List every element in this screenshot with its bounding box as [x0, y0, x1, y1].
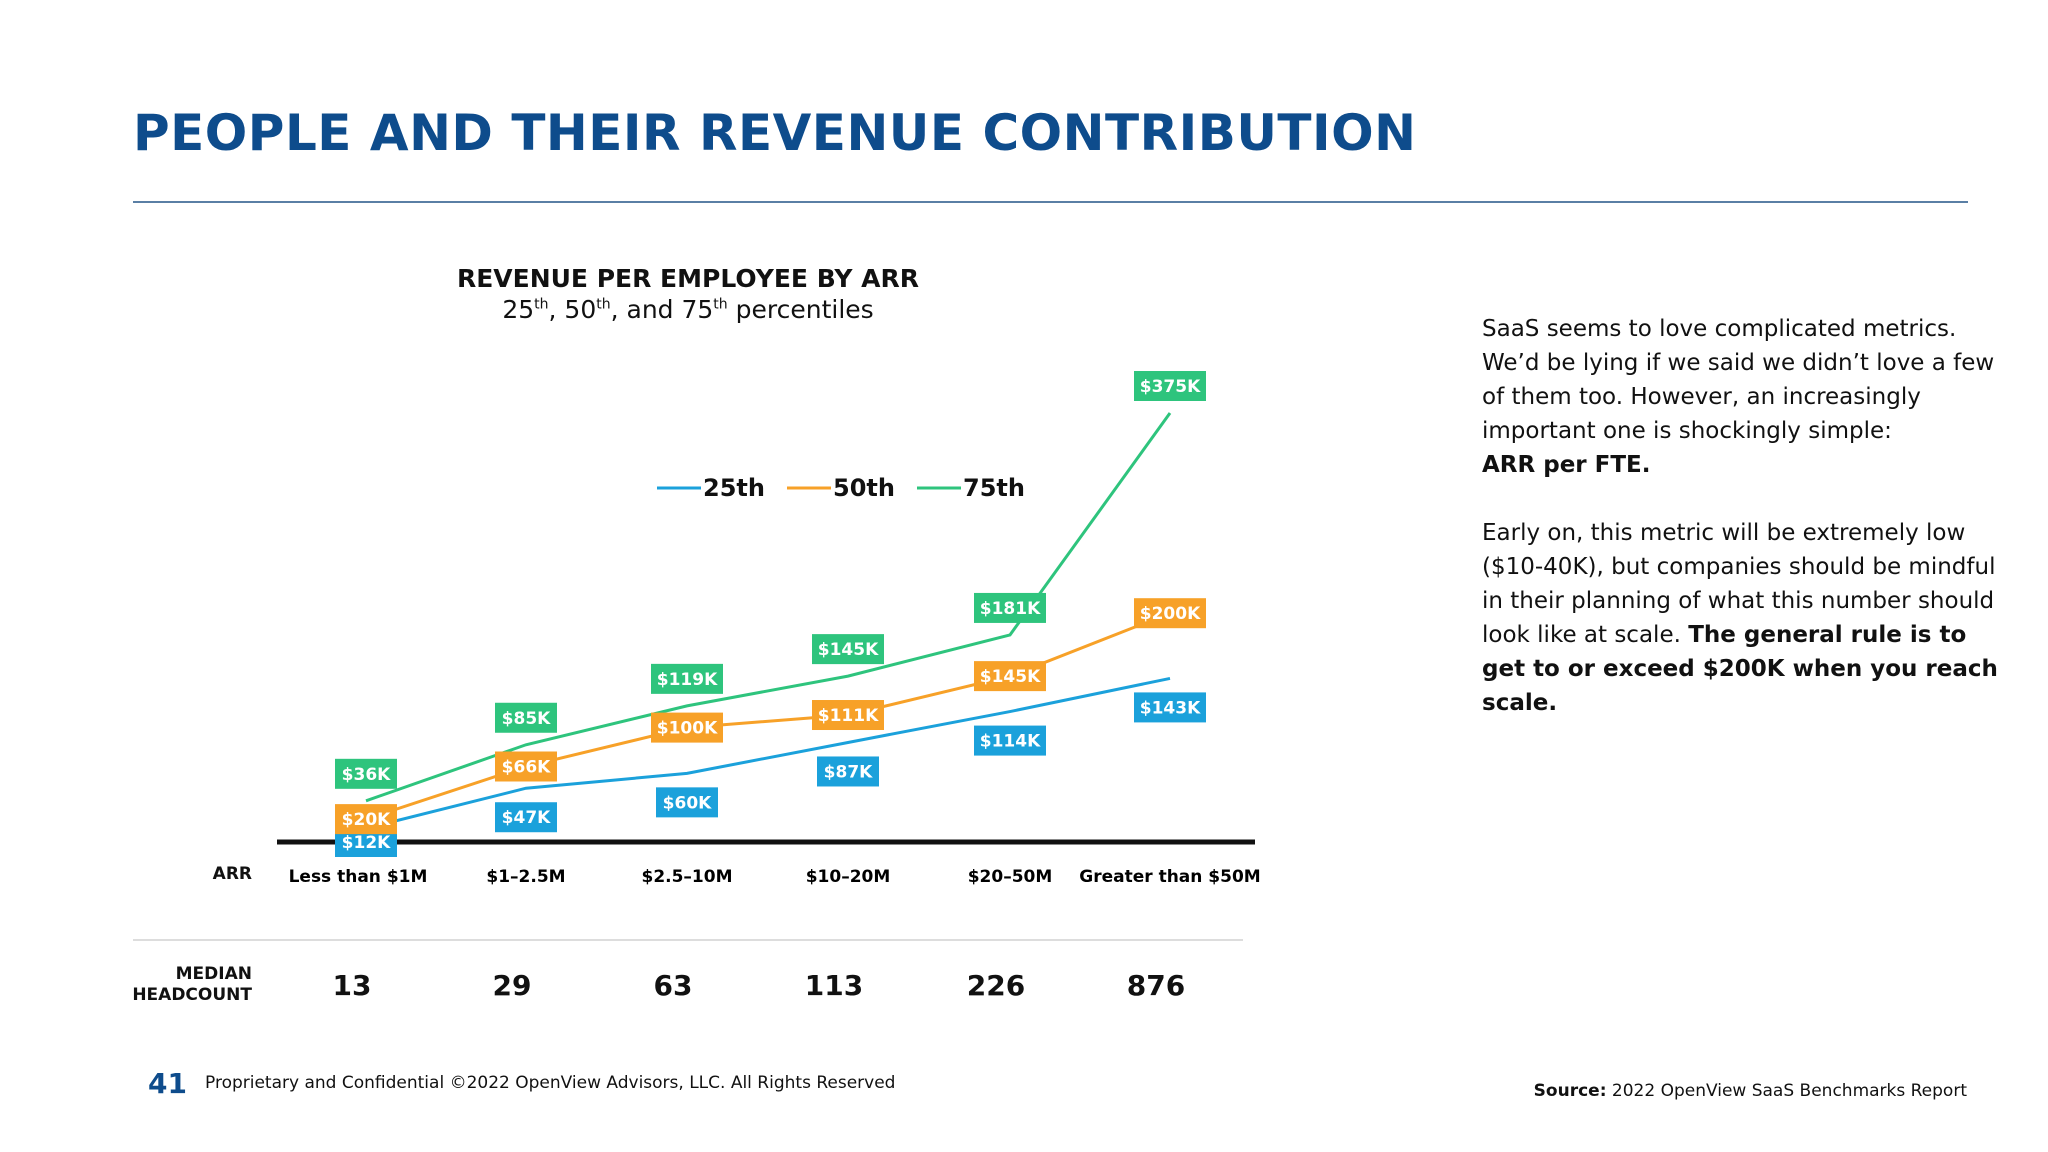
data-label-75th: $119K — [651, 663, 723, 694]
data-label-75th: $85K — [495, 702, 557, 733]
series-line-75th — [365, 412, 1172, 803]
series-line-25th — [365, 676, 1171, 830]
data-label-50th: $20K — [335, 804, 397, 835]
data-label-text: $66K — [502, 757, 551, 777]
data-label-25th: $114K — [974, 725, 1046, 756]
source-note: Source: 2022 OpenView SaaS Benchmarks Re… — [1533, 1081, 1967, 1101]
median-headcount-label: MEDIAN HEADCOUNT — [132, 964, 252, 1005]
data-label-50th: $145K — [974, 661, 1046, 692]
data-label-text: $85K — [502, 709, 551, 729]
x-tick-label: $20–50M — [968, 867, 1053, 887]
data-label-text: $100K — [657, 719, 718, 739]
data-label-text: $87K — [824, 762, 873, 782]
data-label-text: $145K — [980, 667, 1041, 687]
footer-copyright: Proprietary and Confidential ©2022 OpenV… — [205, 1073, 896, 1093]
page-title: PEOPLE AND THEIR REVENUE CONTRIBUTION — [133, 104, 1417, 162]
data-label-box — [974, 592, 1046, 623]
data-label-text: $200K — [1140, 604, 1201, 624]
legend-label: 25th — [703, 474, 765, 502]
x-tick-label: $2.5–10M — [641, 867, 732, 887]
data-label-25th: $47K — [495, 802, 557, 833]
data-label-75th: $36K — [335, 758, 397, 789]
data-label-text: $375K — [1140, 377, 1201, 397]
data-label-50th: $111K — [812, 700, 884, 731]
data-label-box — [335, 758, 397, 789]
data-label-box — [651, 712, 723, 743]
data-label-text: $119K — [657, 670, 718, 690]
title-divider — [133, 201, 1968, 203]
headcount-divider — [133, 939, 1243, 941]
data-label-50th: $100K — [651, 712, 723, 743]
commentary: SaaS seems to love complicated metrics. … — [1482, 312, 2002, 754]
data-label-text: $20K — [342, 810, 391, 830]
data-label-text: $47K — [502, 808, 551, 828]
data-label-box — [495, 702, 557, 733]
data-label-box — [1134, 692, 1206, 723]
headcount-value: 876 — [1126, 969, 1186, 1002]
x-tick-label: $10–20M — [806, 867, 891, 887]
data-label-box — [335, 804, 397, 835]
headcount-value: 226 — [966, 969, 1026, 1002]
data-label-box — [1134, 598, 1206, 629]
headcount-value: 29 — [492, 969, 532, 1002]
chart-subtitle: 25th, 50th, and 75th percentiles — [502, 295, 874, 324]
data-label-box — [812, 700, 884, 731]
data-label-75th: $181K — [974, 592, 1046, 623]
data-label-text: $60K — [663, 793, 712, 813]
data-label-25th: $60K — [656, 787, 718, 818]
x-axis-label: ARR — [212, 864, 252, 884]
page-number: 41 — [148, 1067, 187, 1100]
data-label-box — [495, 802, 557, 833]
data-label-25th: $87K — [817, 756, 879, 787]
data-label-text: $111K — [818, 706, 879, 726]
commentary-paragraph-2: Early on, this metric will be extremely … — [1482, 520, 1998, 716]
data-label-text: $36K — [342, 765, 391, 785]
x-tick-label: Less than $1M — [289, 867, 428, 887]
legend-item-75th: 75th — [917, 474, 1025, 502]
headcount-value: 13 — [332, 969, 372, 1002]
data-label-box — [974, 725, 1046, 756]
data-label-75th: $375K — [1134, 371, 1206, 401]
data-label-text: $143K — [1140, 698, 1201, 718]
data-label-50th: $66K — [495, 751, 557, 782]
data-label-box — [651, 663, 723, 694]
data-label-box — [495, 751, 557, 782]
commentary-paragraph-1: SaaS seems to love complicated metrics. … — [1482, 316, 1995, 478]
data-label-25th: $143K — [1134, 692, 1206, 723]
headcount-value: 63 — [653, 969, 693, 1002]
legend-item-25th: 25th — [657, 474, 765, 502]
data-label-75th: $145K — [812, 634, 884, 665]
legend-label: 75th — [963, 474, 1025, 502]
data-label-box — [812, 634, 884, 665]
legend-label: 50th — [833, 474, 895, 502]
data-label-box — [1134, 371, 1206, 401]
series-line-50th — [365, 611, 1171, 821]
headcount-value: 113 — [804, 969, 864, 1002]
data-label-text: $12K — [342, 833, 391, 853]
data-label-text: $145K — [818, 640, 879, 660]
data-label-text: $114K — [980, 732, 1041, 752]
legend-item-50th: 50th — [787, 474, 895, 502]
data-label-box — [656, 787, 718, 818]
x-tick-label: Greater than $50M — [1079, 867, 1260, 887]
data-label-box — [817, 756, 879, 787]
data-label-box — [974, 661, 1046, 692]
data-label-text: $181K — [980, 599, 1041, 619]
data-label-50th: $200K — [1134, 598, 1206, 629]
chart-title: REVENUE PER EMPLOYEE BY ARR — [456, 264, 920, 293]
x-tick-label: $1–2.5M — [486, 867, 565, 887]
